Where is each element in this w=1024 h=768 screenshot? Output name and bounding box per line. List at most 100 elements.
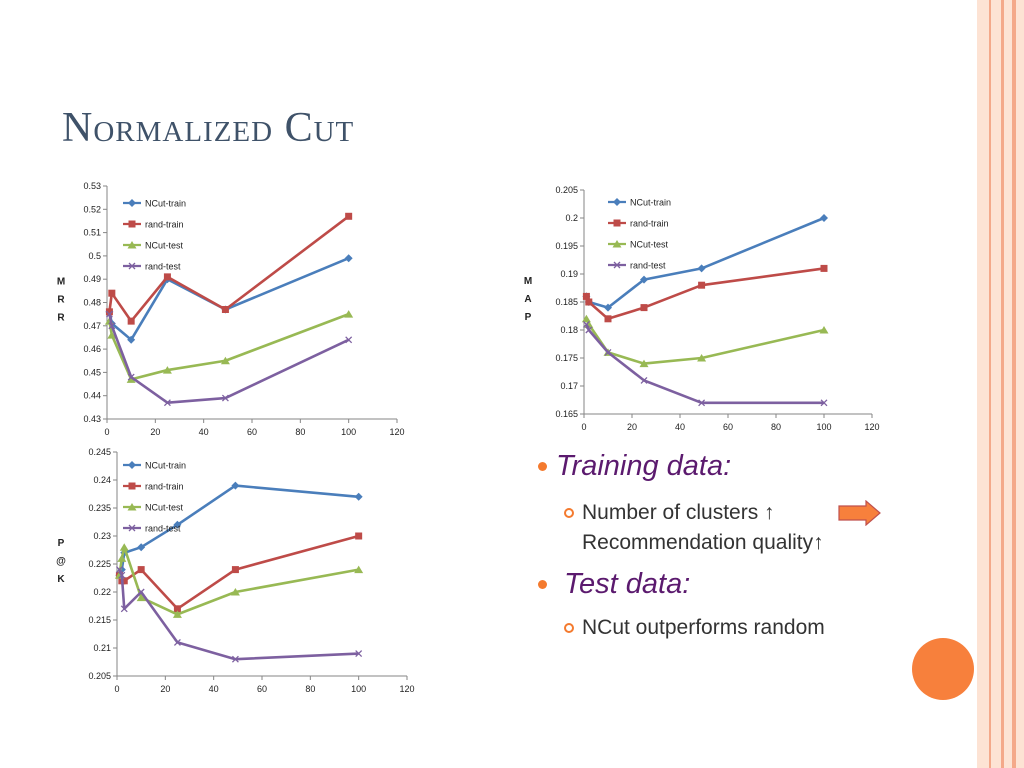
data-point-rand-test	[137, 588, 145, 596]
data-point-rand-test	[163, 399, 171, 407]
data-point-rand-test	[115, 566, 123, 574]
data-point-NCut-train	[604, 303, 612, 312]
data-point-rand-train	[820, 264, 828, 272]
data-point-NCut-test	[107, 331, 117, 339]
legend-marker-NCut-train	[128, 199, 136, 207]
legend-label-NCut-test: NCut-test	[630, 240, 669, 250]
data-point-rand-train	[604, 315, 612, 323]
series-line-rand-test	[108, 313, 350, 404]
y-axis-label: @	[56, 556, 66, 567]
y-axis-label: P	[525, 312, 532, 323]
y-tick-label: 0.49	[83, 274, 101, 284]
legend-label-NCut-train: NCut-train	[630, 198, 671, 208]
x-tick-label: 60	[723, 422, 733, 432]
data-point-rand-test	[173, 638, 181, 646]
y-tick-label: 0.46	[83, 344, 101, 354]
data-point-NCut-test	[162, 366, 172, 374]
y-axis-label: R	[57, 295, 65, 306]
data-point-rand-test	[221, 394, 229, 402]
decor-stripe	[1004, 0, 1012, 768]
legend-marker-NCut-test	[612, 240, 622, 248]
data-point-rand-test	[582, 320, 590, 328]
y-tick-label: 0.5	[88, 251, 101, 261]
decor-circle	[912, 638, 974, 700]
legend-marker-rand-test	[128, 524, 136, 532]
training-heading: Training data:	[538, 450, 731, 483]
legend-marker-rand-train	[613, 219, 621, 227]
data-point-rand-train	[120, 577, 128, 585]
x-tick-label: 20	[160, 684, 170, 694]
y-tick-label: 0.18	[560, 325, 578, 335]
legend-marker-NCut-train	[613, 198, 621, 206]
series-line-rand-train	[118, 534, 360, 611]
y-tick-label: 0.21	[93, 643, 111, 653]
training-line-1: Number of clusters ↑	[564, 498, 775, 528]
y-axis-label: M	[57, 277, 65, 288]
data-point-NCut-train	[697, 264, 706, 273]
decor-stripe	[1001, 0, 1004, 768]
legend-label-rand-test: rand-test	[145, 262, 181, 272]
legend-marker-NCut-test	[127, 503, 137, 511]
y-axis-label: R	[57, 313, 65, 324]
decor-stripe	[1016, 0, 1024, 768]
y-tick-label: 0.44	[83, 391, 101, 401]
data-point-NCut-test	[220, 356, 230, 365]
series-line-NCut-test	[108, 312, 350, 381]
series-line-rand-test	[585, 323, 824, 405]
x-tick-label: 100	[816, 422, 831, 432]
data-point-NCut-test	[581, 314, 591, 323]
data-point-rand-test	[604, 348, 612, 356]
y-tick-label: 0.45	[83, 367, 101, 377]
legend-label-NCut-train: NCut-train	[145, 199, 186, 209]
legend-label-NCut-test: NCut-test	[145, 241, 184, 251]
data-point-NCut-train	[137, 543, 146, 552]
data-point-rand-train	[163, 273, 171, 281]
y-tick-label: 0.195	[555, 241, 578, 251]
data-point-NCut-test	[354, 565, 364, 574]
series-line-NCut-train	[585, 216, 825, 309]
data-point-NCut-train	[173, 520, 182, 529]
data-point-NCut-train	[344, 254, 353, 263]
data-point-rand-train	[355, 532, 363, 540]
series-line-NCut-test	[585, 318, 825, 365]
legend-label-rand-train: rand-train	[145, 220, 184, 230]
legend-label-NCut-train: NCut-train	[145, 461, 186, 471]
x-tick-label: 40	[675, 422, 685, 432]
map-chart: 0.165 0.17 0.175 0.18 0.185 0.19 0.195 0.2 0.205…	[524, 185, 880, 432]
data-point-rand-test	[108, 322, 116, 330]
y-tick-label: 0.175	[555, 353, 578, 363]
y-axis-label: M	[524, 276, 532, 287]
y-tick-label: 0.47	[83, 321, 101, 331]
data-point-rand-test	[118, 571, 126, 579]
data-point-NCut-train	[820, 214, 828, 222]
legend-label-NCut-test: NCut-test	[145, 503, 184, 513]
data-point-NCut-train	[354, 492, 363, 501]
y-tick-label: 0.19	[560, 269, 578, 279]
data-point-rand-train	[127, 317, 135, 325]
data-point-NCut-train	[231, 481, 240, 490]
decor-stripe	[989, 0, 991, 768]
x-tick-label: 40	[209, 684, 219, 694]
data-point-rand-test	[355, 650, 363, 658]
legend-label-rand-test: rand-test	[630, 261, 666, 271]
bullet-dot-icon	[538, 462, 547, 471]
data-point-rand-test	[585, 326, 593, 334]
y-tick-label: 0.48	[83, 298, 101, 308]
slide-title: Normalized Cut	[62, 105, 355, 151]
y-tick-label: 0.51	[83, 228, 101, 238]
x-tick-label: 20	[627, 422, 637, 432]
y-tick-label: 0.205	[555, 185, 578, 195]
x-tick-label: 100	[341, 427, 356, 437]
legend-marker-NCut-train	[128, 461, 136, 469]
bullet-ring-icon	[564, 623, 574, 633]
data-point-rand-train	[698, 281, 706, 289]
data-point-rand-test	[640, 376, 648, 384]
legend-marker-rand-test	[128, 262, 136, 270]
data-point-NCut-test	[119, 543, 129, 551]
data-point-rand-train	[137, 566, 145, 574]
bullet-ring-icon	[564, 508, 574, 518]
x-tick-label: 80	[305, 684, 315, 694]
data-point-NCut-test	[230, 588, 240, 596]
y-tick-label: 0.205	[88, 671, 111, 681]
x-tick-label: 120	[864, 422, 879, 432]
